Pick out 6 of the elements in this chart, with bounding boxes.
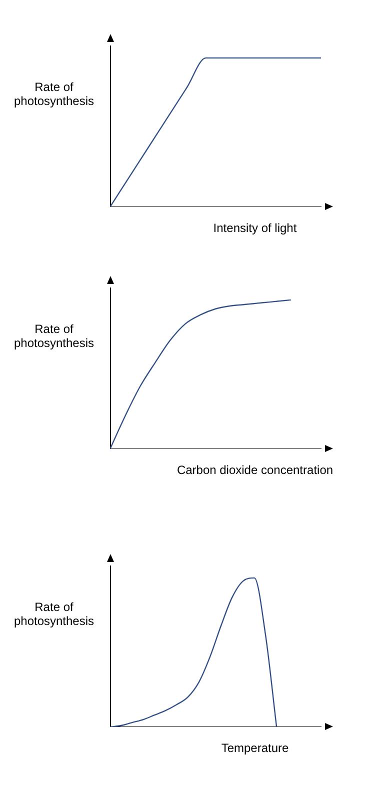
x-axis-title: Temperature: [220, 741, 290, 755]
x-axis-title: Carbon dioxide concentration: [176, 463, 334, 477]
y-axis-title: Rate of photosynthesis: [12, 80, 96, 108]
y-axis-title: Rate of photosynthesis: [12, 600, 96, 628]
x-axis-title: Intensity of light: [212, 221, 298, 235]
y-axis-title: Rate of photosynthesis: [12, 322, 96, 350]
